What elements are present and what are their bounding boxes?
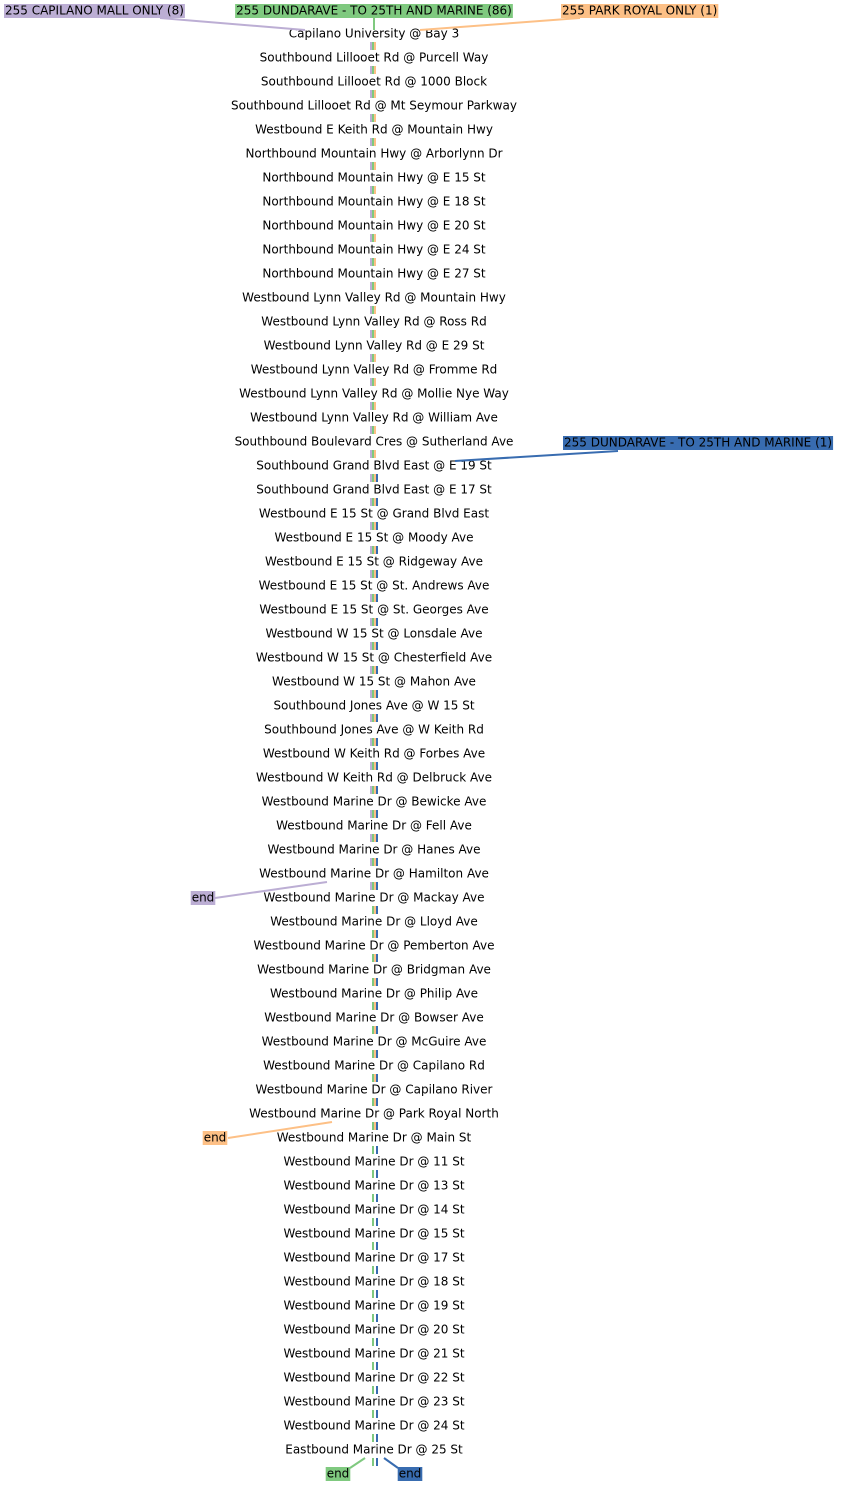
stop-label: Westbound E 15 St @ Ridgeway Ave [265,555,483,569]
stop-label: Westbound Marine Dr @ 23 St [283,1395,464,1409]
end-label: end [327,1467,350,1481]
variant-label: 255 PARK ROYAL ONLY (1) [562,4,717,18]
stop-label: Northbound Mountain Hwy @ E 27 St [262,267,486,281]
end-label-box [190,891,216,905]
end-label-box [325,1467,351,1481]
end-label-box [397,1467,423,1481]
stop-label: Westbound W Keith Rd @ Delbruck Ave [256,771,492,785]
variant-label-box [4,4,185,18]
end-label: end [204,1131,227,1145]
end-label: end [399,1467,422,1481]
stop-label: Westbound Marine Dr @ 14 St [283,1203,464,1217]
stop-label: Capilano University @ Bay 3 [289,27,459,41]
stop-label: Westbound W 15 St @ Mahon Ave [272,675,476,689]
stop-label: Westbound Marine Dr @ Mackay Ave [264,891,485,905]
stop-label: Westbound Marine Dr @ Fell Ave [276,819,472,833]
stop-label: Westbound Marine Dr @ 17 St [283,1251,464,1265]
stop-label: Northbound Mountain Hwy @ E 18 St [262,195,486,209]
end-label-box [202,1131,228,1145]
stop-label: Westbound Marine Dr @ Lloyd Ave [270,915,478,929]
end-connector [349,1457,366,1469]
stop-label: Westbound Lynn Valley Rd @ William Ave [250,411,498,425]
stop-label: Northbound Mountain Hwy @ E 15 St [262,171,486,185]
stop-label: Westbound Marine Dr @ Park Royal North [249,1107,499,1121]
end-label-group: end [397,1467,423,1481]
variant-label: 255 CAPILANO MALL ONLY (8) [5,4,184,18]
stop-label: Eastbound Marine Dr @ 25 St [285,1443,463,1457]
stop-label: Northbound Mountain Hwy @ E 20 St [262,219,486,233]
stop-label: Westbound Marine Dr @ Bowser Ave [264,1011,483,1025]
stop-label: Southbound Jones Ave @ W Keith Rd [264,723,484,737]
stop-label: Northbound Mountain Hwy @ E 24 St [262,243,486,257]
variant-label-group: 255 DUNDARAVE - TO 25TH AND MARINE (86) [235,4,513,18]
stop-label: Westbound Marine Dr @ 11 St [283,1155,464,1169]
stop-label: Westbound W 15 St @ Lonsdale Ave [266,627,483,641]
stop-label: Westbound Marine Dr @ Pemberton Ave [254,939,495,953]
stop-label: Westbound Marine Dr @ McGuire Ave [262,1035,487,1049]
end-connector [214,881,328,899]
variant-label-group: 255 CAPILANO MALL ONLY (8) [4,4,185,18]
stop-label: Westbound Lynn Valley Rd @ Fromme Rd [251,363,498,377]
variant-label-box [235,4,513,18]
variant-label-box [563,436,834,450]
stop-label: Westbound Marine Dr @ Capilano River [256,1083,493,1097]
stop-label: Southbound Grand Blvd East @ E 19 St [256,459,492,473]
stop-label: Southbound Grand Blvd East @ E 17 St [256,483,492,497]
stop-label: Westbound E 15 St @ Moody Ave [274,531,473,545]
stop-label: Westbound Marine Dr @ Hanes Ave [267,843,480,857]
stop-label: Southbound Boulevard Cres @ Sutherland A… [235,435,514,449]
stop-label: Westbound E 15 St @ St. Georges Ave [259,603,488,617]
stop-label: Westbound Lynn Valley Rd @ Ross Rd [261,315,486,329]
stop-label: Northbound Mountain Hwy @ Arborlynn Dr [245,147,502,161]
stop-label: Southbound Lillooet Rd @ Purcell Way [260,51,489,65]
stop-label: Westbound E 15 St @ Grand Blvd East [259,507,489,521]
stop-label: Westbound Marine Dr @ 21 St [283,1347,464,1361]
stop-label: Southbound Lillooet Rd @ 1000 Block [261,75,487,89]
end-connector [383,1457,399,1469]
stop-label: Westbound Marine Dr @ Main St [277,1131,472,1145]
variant-connector [419,17,581,31]
end-label-group: end [190,891,216,905]
stop-label: Westbound Marine Dr @ 18 St [283,1275,464,1289]
end-label: end [192,891,215,905]
stop-label: Westbound E Keith Rd @ Mountain Hwy [255,123,493,137]
variant-label-box [561,4,719,18]
variant-label: 255 DUNDARAVE - TO 25TH AND MARINE (86) [236,4,512,18]
stop-label: Southbound Jones Ave @ W 15 St [273,699,474,713]
stop-label: Westbound Marine Dr @ Hamilton Ave [259,867,489,881]
stop-label: Westbound Marine Dr @ Bridgman Ave [257,963,491,977]
end-label-group: end [325,1467,351,1481]
stop-label: Westbound W 15 St @ Chesterfield Ave [256,651,492,665]
stop-label: Westbound Marine Dr @ 20 St [283,1323,464,1337]
variant-label-group: 255 PARK ROYAL ONLY (1) [561,4,719,18]
stop-label: Westbound W Keith Rd @ Forbes Ave [263,747,485,761]
variant-label: 255 DUNDARAVE - TO 25TH AND MARINE (1) [564,436,832,450]
stop-label: Westbound Marine Dr @ Philip Ave [270,987,478,1001]
variant-connector [159,17,306,31]
stop-label: Westbound Marine Dr @ Capilano Rd [263,1059,485,1073]
stop-label: Westbound Marine Dr @ 13 St [283,1179,464,1193]
stop-label: Westbound Marine Dr @ 19 St [283,1299,464,1313]
stop-label: Westbound Marine Dr @ 24 St [283,1419,464,1433]
stop-label: Westbound Marine Dr @ 15 St [283,1227,464,1241]
stop-label: Westbound E 15 St @ St. Andrews Ave [259,579,490,593]
end-connector [227,1121,333,1139]
variant-label-group: 255 DUNDARAVE - TO 25TH AND MARINE (1) [563,436,834,450]
stop-label: Southbound Lillooet Rd @ Mt Seymour Park… [231,99,517,113]
stop-label: Westbound Marine Dr @ 22 St [283,1371,464,1385]
stop-label: Westbound Marine Dr @ Bewicke Ave [262,795,487,809]
variant-connector [454,450,619,462]
end-label-group: end [202,1131,228,1145]
stop-label: Westbound Lynn Valley Rd @ E 29 St [264,339,485,353]
stop-label: Westbound Lynn Valley Rd @ Mountain Hwy [242,291,506,305]
stop-label: Westbound Lynn Valley Rd @ Mollie Nye Wa… [239,387,509,401]
